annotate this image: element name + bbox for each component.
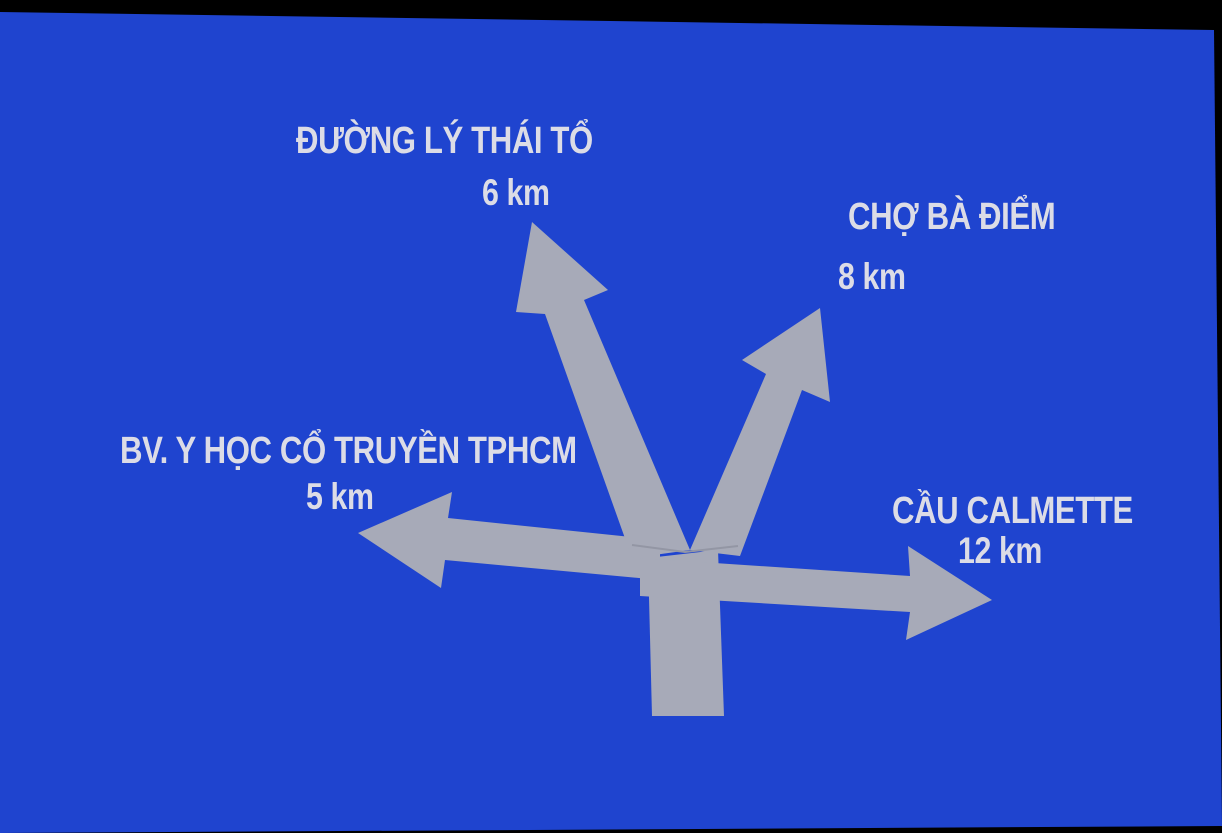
arrow-up-right-icon <box>690 308 830 556</box>
destination-name: ĐƯỜNG LÝ THÁI TỔ <box>296 120 593 162</box>
destination-distance: 5 km <box>306 476 374 517</box>
destination-cau-calmette: CẦU CALMETTE <box>892 492 1133 530</box>
arrow-junction-seam <box>631 544 739 554</box>
destination-distance: 12 km <box>958 530 1042 571</box>
destination-cho-ba-diem: CHỢ BÀ ĐIỂM <box>848 196 1056 238</box>
distance-bv-y-hoc: 5 km <box>306 478 374 515</box>
arrow-left-icon <box>358 492 660 588</box>
destination-name: CHỢ BÀ ĐIỂM <box>848 196 1056 238</box>
destination-distance: 8 km <box>838 256 906 297</box>
arrows <box>358 222 992 716</box>
destination-ly-thai-to: ĐƯỜNG LÝ THÁI TỔ <box>296 122 593 160</box>
distance-cho-ba-diem: 8 km <box>838 258 906 295</box>
destination-bv-y-hoc: BV. Y HỌC CỔ TRUYỀN TPHCM <box>120 432 577 470</box>
distance-ly-thai-to: 6 km <box>482 174 550 211</box>
distance-cau-calmette: 12 km <box>958 532 1042 569</box>
destination-name: BV. Y HỌC CỔ TRUYỀN TPHCM <box>120 430 577 472</box>
arrow-up-icon <box>516 222 690 558</box>
arrow-right-icon <box>640 546 992 640</box>
destination-name: CẦU CALMETTE <box>892 490 1133 532</box>
destination-distance: 6 km <box>482 172 550 213</box>
